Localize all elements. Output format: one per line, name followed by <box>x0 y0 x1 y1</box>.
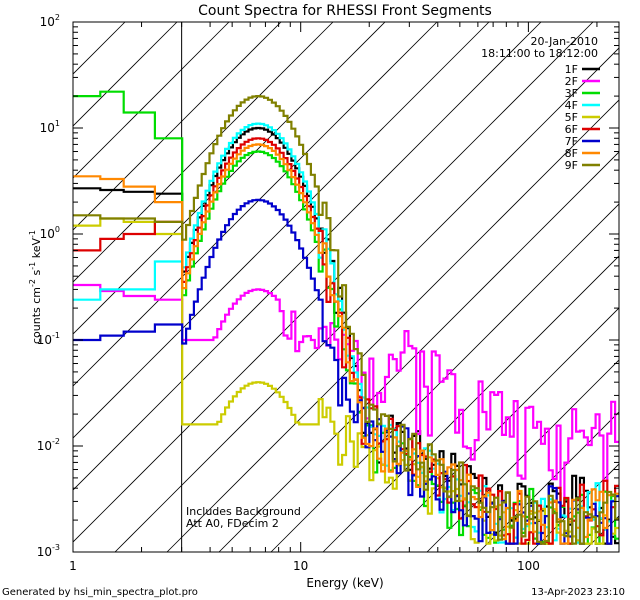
hatch-line <box>73 22 490 439</box>
annotation-background: Includes Background <box>186 505 301 518</box>
hatch-line <box>426 359 619 552</box>
legend-label-5F: 5F <box>565 111 578 124</box>
y-axis-label-exponent: -1 <box>28 262 37 270</box>
hatch-line <box>73 22 438 387</box>
hatch-line <box>322 255 619 552</box>
y-tick-label: 102 <box>40 13 60 29</box>
chart-title: Count Spectra for RHESSI Front Segments <box>198 3 492 19</box>
x-tick-label: 1 <box>69 559 77 573</box>
legend-label-1F: 1F <box>565 63 578 76</box>
legend-label-9F: 9F <box>565 159 578 172</box>
legend-label-2F: 2F <box>565 75 578 88</box>
y-axis-label-exponent: -1 <box>28 230 37 238</box>
hatch-line <box>530 463 619 552</box>
date-label: 20-Jan-2010 <box>531 35 599 48</box>
legend-label-3F: 3F <box>565 87 578 100</box>
y-axis-label-part: s <box>30 269 43 278</box>
legend-label-6F: 6F <box>565 123 578 136</box>
y-axis-label-part: counts cm <box>30 287 43 344</box>
hatch-line <box>374 307 619 552</box>
hatch-line <box>73 22 282 231</box>
y-axis-label-part: keV <box>30 238 43 262</box>
hatch-line <box>270 203 619 552</box>
y-tick-exponent: -1 <box>52 331 60 340</box>
x-tick-label: 100 <box>517 559 540 573</box>
hatch-line <box>73 22 178 127</box>
hatch-line <box>635 22 640 552</box>
y-axis-label: counts cm-2 s-1 keV-1 <box>28 230 43 344</box>
y-tick-exponent: -3 <box>52 543 60 552</box>
y-tick-exponent: 1 <box>55 119 60 128</box>
series-line-7F <box>73 198 619 545</box>
x-tick-label: 10 <box>293 559 308 573</box>
footer-timestamp: 13-Apr-2023 23:10 <box>531 587 625 598</box>
y-tick-label: 10-2 <box>37 437 60 453</box>
y-tick-label: 101 <box>40 119 60 135</box>
hatch-line <box>166 99 619 552</box>
y-tick-exponent: -2 <box>52 437 60 446</box>
y-axis-label-text: counts cm-2 s-1 keV-1 <box>28 230 43 344</box>
excluded-energy-hatch <box>73 22 640 552</box>
hatch-line <box>73 22 230 179</box>
annotation-attenuator: Att A0, FDecim 2 <box>186 517 279 530</box>
hatch-line <box>73 22 334 283</box>
footer-generator: Generated by hsi_min_spectra_plot.pro <box>2 587 198 598</box>
time-range-label: 18:11:00 to 18:12:00 <box>481 47 598 60</box>
hatch-line <box>73 22 542 491</box>
hatch-line <box>73 22 126 75</box>
series-line-9F <box>73 95 619 545</box>
hatch-line <box>218 151 619 552</box>
hatch-line <box>73 22 386 335</box>
series-line-8F <box>73 143 619 545</box>
plot-frame <box>72 21 620 553</box>
series-layer <box>73 90 619 545</box>
legend-label-8F: 8F <box>565 147 578 160</box>
y-tick-exponent: 0 <box>55 225 60 234</box>
hatch-line <box>582 515 619 552</box>
legend-label-7F: 7F <box>565 135 578 148</box>
y-tick-exponent: 2 <box>55 13 60 22</box>
x-axis-label: Energy (keV) <box>306 576 383 590</box>
y-axis-label-exponent: -2 <box>28 279 37 287</box>
legend-label-4F: 4F <box>565 99 578 112</box>
hatch-line <box>114 47 619 552</box>
y-tick-label: 10-3 <box>37 543 60 559</box>
